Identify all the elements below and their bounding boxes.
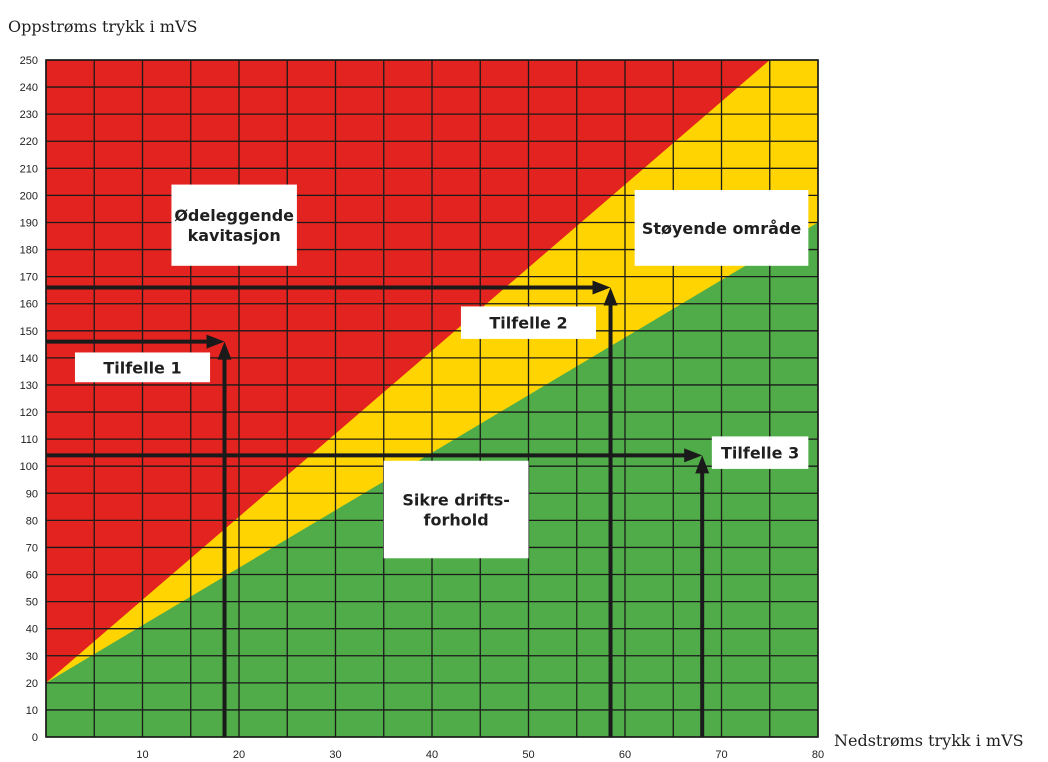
y-tick-label: 50 [26,597,38,609]
label-text-tilfelle3: Tilfelle 3 [721,444,799,463]
label-box-tilfelle1 [74,352,211,383]
label-text-sikre: forhold [424,511,489,530]
y-tick-label: 150 [20,326,38,338]
label-text-stoyende: Støyende område [642,219,802,238]
x-tick-label: 40 [426,749,438,761]
case-arrowhead-up [217,341,232,360]
x-tick-label: 20 [233,749,245,761]
plot-border [45,59,819,738]
y-tick-label: 230 [20,109,38,121]
case-arrowhead-right [684,448,703,463]
y-tick-label: 190 [20,217,38,229]
y-tick-label: 180 [20,245,38,257]
x-tick-label: 10 [136,749,148,761]
y-tick-label: 10 [26,705,38,717]
label-box-stoyende [634,189,809,266]
y-tick-label: 200 [20,190,38,202]
y-tick-label: 110 [20,434,38,446]
x-tick-labels: 10 20 30 40 50 60 70 80 [136,749,824,761]
y-tick-label: 240 [20,82,38,94]
x-tick-label: 60 [619,749,631,761]
case-arrowhead-right [206,334,225,349]
y-tick-label: 210 [20,163,38,175]
case-arrowhead-up [695,455,710,474]
x-tick-label: 50 [522,749,534,761]
label-text-odeleggende: kavitasjon [188,226,281,245]
label-box-sikre [383,460,529,559]
y-tick-label: 60 [26,570,38,582]
label-box-odeleggende [171,184,297,266]
y-tick-label: 90 [26,488,38,500]
y-axis-title: Oppstrøms trykk i mVS [8,17,197,36]
y-tick-label: 30 [26,651,38,663]
grid [45,59,819,738]
y-tick-label: 120 [20,407,38,419]
y-tick-label: 80 [26,515,38,527]
y-tick-label: 0 [32,732,38,744]
x-axis-title: Nedstrøms trykk i mVS [834,731,1024,750]
y-tick-label: 20 [26,678,38,690]
y-tick-label: 140 [20,353,38,365]
case-arrowhead-right [592,280,611,295]
y-tick-label: 220 [20,136,38,148]
y-tick-label: 130 [20,380,38,392]
x-tick-label: 70 [715,749,727,761]
y-tick-label: 40 [26,624,38,636]
y-tick-label: 100 [20,461,38,473]
x-tick-label: 80 [812,749,824,761]
case-arrowhead-up [603,287,618,306]
x-tick-label: 30 [329,749,341,761]
case-arrows [46,280,710,737]
y-tick-label: 160 [20,299,38,311]
label-text-sikre: Sikre drifts- [402,491,510,510]
label-box-tilfelle3 [711,436,809,469]
label-text-tilfelle1: Tilfelle 1 [103,358,181,377]
y-tick-label: 170 [20,272,38,284]
label-text-tilfelle2: Tilfelle 2 [489,314,567,333]
y-tick-labels: 0 10 20 30 40 50 60 70 80 90 100 110 120 130 140 150 160… [20,55,38,744]
label-text-odeleggende: Ødeleggende [174,206,294,225]
y-tick-label: 250 [20,55,38,67]
y-tick-label: 70 [26,542,38,554]
label-box-tilfelle2 [460,306,597,339]
